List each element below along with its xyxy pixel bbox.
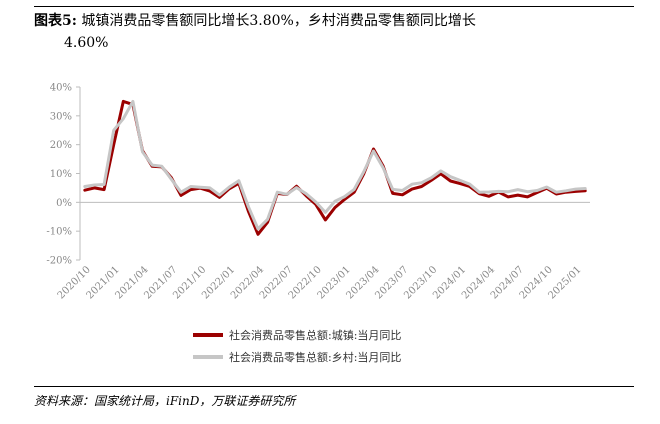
y-tick-label: 10% — [50, 169, 72, 180]
chart-title: 图表5: 城镇消费品零售额同比增长3.80%，乡村消费品零售额同比增长 4.60… — [34, 10, 634, 54]
y-tick-label: -10% — [46, 227, 72, 238]
series-line-urban — [83, 99, 587, 236]
y-tick-label: 30% — [50, 111, 72, 122]
bottom-rule — [34, 386, 634, 387]
y-tick-label: 0% — [56, 198, 72, 209]
y-tick-label: 20% — [50, 140, 72, 151]
legend-label: 社会消费品零售总额:乡村:当月同比 — [229, 350, 401, 364]
source-note: 资料来源：国家统计局，iFinD，万联证券研究所 — [34, 394, 296, 408]
top-rule — [34, 6, 634, 7]
y-tick-label: 40% — [50, 83, 72, 94]
chart-series — [83, 99, 587, 236]
y-tick-label: -20% — [46, 256, 72, 267]
title-line-2: 4.60% — [64, 35, 109, 51]
title-line-1: 城镇消费品零售额同比增长3.80%，乡村消费品零售额同比增长 — [81, 13, 476, 29]
legend-label: 社会消费品零售总额:城镇:当月同比 — [229, 328, 401, 342]
series-line-rural — [83, 99, 587, 231]
figure-number: 图表5: — [34, 13, 77, 29]
